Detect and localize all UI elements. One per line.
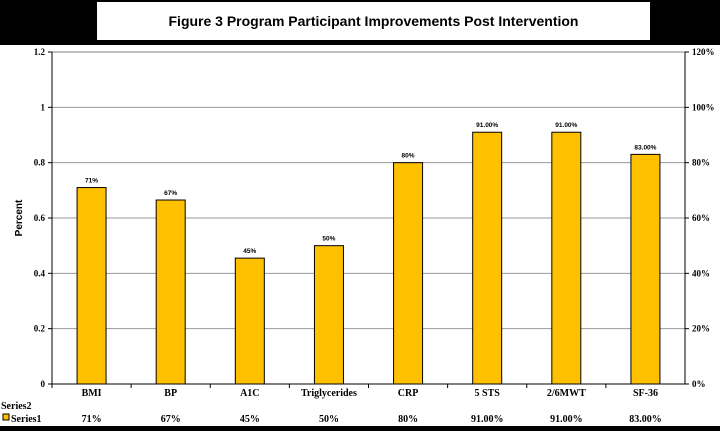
table-cell: 67% bbox=[161, 414, 181, 425]
bar bbox=[155, 199, 186, 385]
y-tick-label: 0.2 bbox=[34, 324, 46, 334]
x-tick-label: Triglycerides bbox=[301, 388, 357, 399]
table-cell: 80% bbox=[398, 414, 418, 425]
bar bbox=[76, 187, 107, 385]
table-row-label: Series2 bbox=[1, 401, 32, 412]
table-cell: 50% bbox=[319, 414, 339, 425]
data-label: 91.00% bbox=[555, 122, 577, 129]
y2-tick-label: 80% bbox=[692, 158, 710, 168]
y-tick-label: 0.4 bbox=[34, 268, 46, 278]
table-cell: 91.00% bbox=[471, 414, 504, 425]
y-tick-label: 1.2 bbox=[34, 47, 46, 57]
data-label: 83.00% bbox=[634, 144, 656, 151]
table-cell: 45% bbox=[240, 414, 260, 425]
data-label: 50% bbox=[322, 236, 335, 243]
y2-tick-label: 120% bbox=[692, 47, 715, 57]
bar bbox=[472, 131, 503, 385]
data-label: 71% bbox=[85, 178, 98, 185]
x-tick-label: 5 STS bbox=[475, 388, 501, 399]
data-label: 91.00% bbox=[476, 122, 498, 129]
y-tick-label: 0.8 bbox=[34, 158, 46, 168]
y-tick-label: 0 bbox=[41, 379, 46, 389]
bar bbox=[630, 153, 661, 385]
x-tick-label: BMI bbox=[82, 388, 102, 399]
bar bbox=[313, 245, 344, 385]
x-tick-label: SF-36 bbox=[633, 388, 658, 399]
x-tick-label: 2/6MWT bbox=[547, 388, 586, 399]
table-cell: 71% bbox=[82, 414, 102, 425]
y2-tick-label: 100% bbox=[692, 102, 715, 112]
bar bbox=[234, 257, 265, 385]
y2-tick-label: 0% bbox=[692, 379, 706, 389]
data-label: 80% bbox=[402, 153, 415, 160]
data-label: 67% bbox=[164, 190, 177, 197]
x-tick-label: BP bbox=[164, 388, 177, 399]
bar-chart: 0 0% 0.2 20% 0.4 40% 0.6 60% 0.8 80% 1 100% 1.2 120% P… bbox=[1, 47, 715, 425]
data-label: 45% bbox=[243, 248, 256, 255]
chart-title: Figure 3 Program Participant Improvement… bbox=[168, 13, 579, 29]
table-cell: 91.00% bbox=[550, 414, 583, 425]
x-tick-label: CRP bbox=[398, 388, 419, 399]
chart-title-box: Figure 3 Program Participant Improvement… bbox=[97, 2, 650, 40]
bar bbox=[393, 162, 424, 385]
chart-area: 0 0% 0.2 20% 0.4 40% 0.6 60% 0.8 80% 1 100% 1.2 120% P… bbox=[0, 45, 720, 426]
table-row-label: Series1 bbox=[11, 414, 42, 425]
legend-swatch bbox=[2, 413, 10, 421]
bar bbox=[551, 131, 582, 385]
y2-tick-label: 60% bbox=[692, 213, 710, 223]
x-tick-label: A1C bbox=[240, 388, 259, 399]
y-tick-label: 0.6 bbox=[34, 213, 46, 223]
y2-tick-label: 20% bbox=[692, 324, 710, 334]
y2-tick-label: 40% bbox=[692, 268, 710, 278]
y-axis-title: Percent bbox=[14, 199, 25, 236]
table-cell: 83.00% bbox=[629, 414, 662, 425]
y-tick-label: 1 bbox=[41, 102, 46, 112]
